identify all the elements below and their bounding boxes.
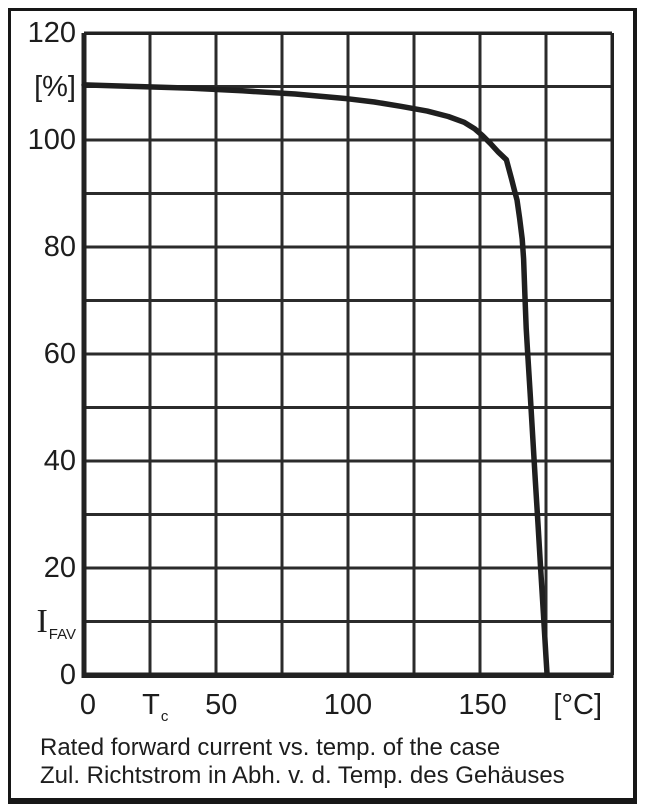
x-axis-tick-label: [°C] <box>553 689 602 721</box>
x-axis-labels: 0 Tc 50 100 150 [°C] <box>80 689 612 726</box>
plot-area <box>81 31 614 678</box>
figure-border <box>8 8 637 804</box>
axis-quantity-subscript: FAV <box>48 625 76 643</box>
axis-quantity-symbol: T <box>142 689 160 721</box>
x-axis-tick-label: 150 <box>458 689 507 721</box>
x-axis-tick-label: Tc <box>142 689 168 726</box>
grid-lines <box>84 33 612 675</box>
y-axis-tick-label: 100 <box>27 124 76 156</box>
y-axis-tick-label: 60 <box>43 338 76 370</box>
y-axis-tick-label: 20 <box>43 552 76 584</box>
y-axis-labels: 120 [%] 100 80 60 40 20 IFAV 0 <box>14 0 76 700</box>
y-axis-tick-label: 0 <box>59 659 76 691</box>
caption-line-english: Rated forward current vs. temp. of the c… <box>40 734 501 761</box>
y-axis-tick-label: IFAV <box>36 602 76 643</box>
derating-curve <box>81 82 550 678</box>
axis-quantity-symbol: I <box>36 602 48 640</box>
caption-line-german: Zul. Richtstrom in Abh. v. d. Temp. des … <box>40 762 565 789</box>
y-axis-tick-label: 40 <box>43 445 76 477</box>
figure-caption: Rated forward current vs. temp. of the c… <box>40 734 620 790</box>
x-axis-tick-label: 0 <box>79 689 97 721</box>
y-axis-tick-label: [%] <box>34 70 76 103</box>
plot-frame <box>81 31 614 678</box>
x-axis-tick-label: 100 <box>323 689 373 721</box>
axis-quantity-subscript: c <box>160 708 169 725</box>
y-axis-tick-label: 80 <box>43 231 76 263</box>
x-axis-tick-label: 50 <box>205 689 238 721</box>
y-axis-tick-label: 120 <box>27 17 76 49</box>
